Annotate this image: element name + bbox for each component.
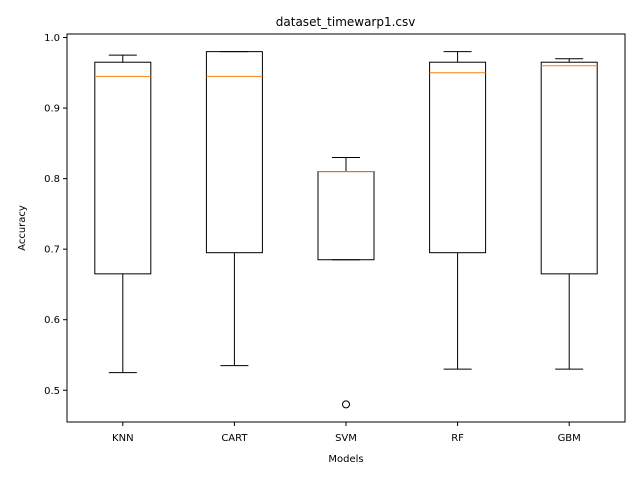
y-tick-label: 0.9 (44, 104, 60, 115)
box-cart (205, 51, 263, 367)
box-iqr (429, 61, 487, 254)
box-knn (94, 54, 152, 374)
y-tick-label: 1.0 (44, 33, 60, 44)
y-tick-label: 0.6 (44, 315, 60, 326)
x-axis-title: Models (328, 454, 363, 465)
x-tick-label: KNN (112, 433, 134, 444)
box-svm (317, 156, 375, 409)
box-iqr (317, 171, 375, 261)
y-tick-label: 0.8 (44, 174, 60, 185)
x-tick-label: GBM (558, 433, 581, 444)
plot-area-frame (66, 33, 626, 423)
y-axis-title: Accuracy (17, 205, 28, 251)
box-series (94, 51, 598, 409)
x-tick-label: CART (221, 433, 248, 444)
outlier-point (342, 400, 350, 409)
box-iqr (540, 61, 598, 275)
box-iqr (205, 51, 263, 254)
y-tick-label: 0.7 (44, 245, 60, 256)
chart-title: dataset_timewarp1.csv (276, 15, 416, 29)
box-rf (429, 51, 487, 370)
box-gbm (540, 58, 598, 370)
box-iqr (94, 61, 152, 275)
x-tick-label: RF (451, 433, 464, 444)
x-axis-ticks: KNN CART SVM RF GBM (112, 422, 581, 444)
y-axis-ticks: 0.5 0.6 0.7 0.8 0.9 1.0 (44, 33, 67, 397)
x-tick-label: SVM (335, 433, 357, 444)
y-tick-label: 0.5 (44, 386, 60, 397)
